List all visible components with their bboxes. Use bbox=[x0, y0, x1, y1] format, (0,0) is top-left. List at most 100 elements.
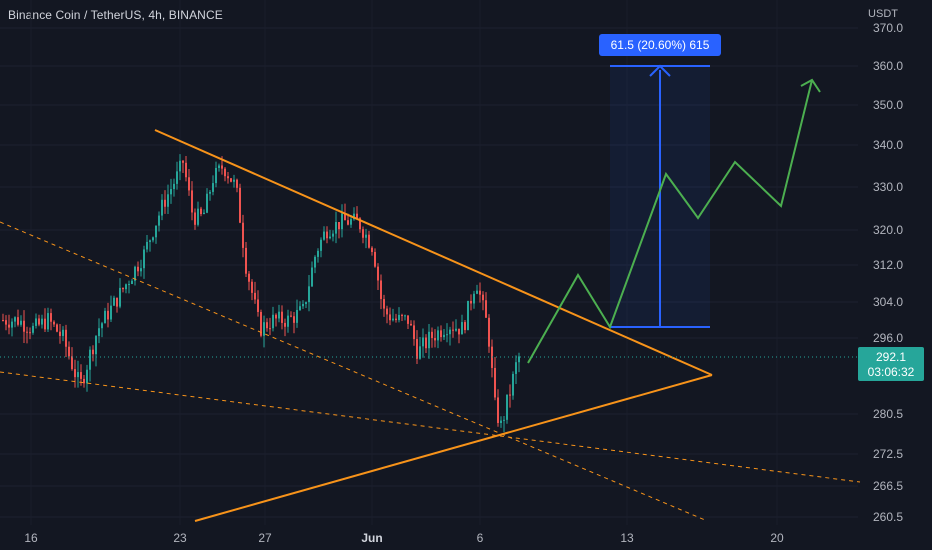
candle-body bbox=[515, 362, 517, 374]
candle-body bbox=[284, 322, 286, 327]
candle-body bbox=[392, 318, 394, 321]
candle-body bbox=[281, 311, 283, 323]
candle-body bbox=[125, 284, 127, 290]
candle-body bbox=[455, 328, 457, 331]
candle-body bbox=[242, 222, 244, 248]
candle-body bbox=[8, 324, 10, 328]
candle-body bbox=[437, 330, 439, 341]
candle-body bbox=[407, 315, 409, 324]
candle-body bbox=[245, 247, 247, 274]
candle-body bbox=[5, 320, 7, 325]
candle-body bbox=[80, 372, 82, 379]
candle-body bbox=[494, 367, 496, 398]
candle-body bbox=[239, 187, 241, 223]
candle-body bbox=[11, 321, 13, 328]
time-axis[interactable]: 16 23 27 Jun 6 13 20 bbox=[24, 531, 784, 545]
candle-body bbox=[416, 339, 418, 359]
candle-body bbox=[425, 337, 427, 349]
candle-body bbox=[287, 315, 289, 327]
candle-body bbox=[500, 420, 502, 423]
candle-body bbox=[206, 193, 208, 213]
candle-body bbox=[161, 199, 163, 216]
price-axis[interactable]: 260.5 266.5 272.5 280.5 296.0 304.0 312.0 320.0… bbox=[873, 21, 903, 524]
last-price-tag: 292.1 03:06:32 bbox=[858, 347, 924, 381]
candle-body bbox=[248, 273, 250, 282]
candle-body bbox=[449, 329, 451, 335]
candle-body bbox=[347, 220, 349, 225]
candle-body bbox=[266, 322, 268, 329]
candle-body bbox=[203, 212, 205, 215]
price-tick-label: 360.0 bbox=[873, 59, 903, 73]
candle-body bbox=[317, 250, 319, 257]
candle-body bbox=[440, 330, 442, 338]
time-tick-label: 23 bbox=[173, 531, 187, 545]
time-tick-label: Jun bbox=[361, 531, 382, 545]
candle-body bbox=[443, 334, 445, 338]
candle-body bbox=[398, 314, 400, 321]
candle-body bbox=[89, 349, 91, 370]
candle-body bbox=[191, 190, 193, 213]
candle-body bbox=[263, 322, 265, 336]
candle-body bbox=[479, 290, 481, 295]
price-tick-label: 280.5 bbox=[873, 407, 903, 421]
candle-body bbox=[155, 225, 157, 238]
candle-body bbox=[35, 318, 37, 326]
candle-body bbox=[47, 313, 49, 330]
candle-body bbox=[209, 191, 211, 194]
candle-body bbox=[56, 324, 58, 332]
candle-body bbox=[380, 280, 382, 300]
measure-label: 61.5 (20.60%) 615 bbox=[611, 38, 710, 52]
candle-body bbox=[101, 323, 103, 329]
price-tick-label: 350.0 bbox=[873, 98, 903, 112]
candle-body bbox=[461, 322, 463, 335]
candle-body bbox=[344, 213, 346, 221]
candle-body bbox=[113, 297, 115, 306]
time-tick-label: 13 bbox=[620, 531, 634, 545]
candle-body bbox=[122, 287, 124, 290]
candle-body bbox=[104, 310, 106, 324]
candle-body bbox=[236, 179, 238, 188]
candle-body bbox=[167, 194, 169, 207]
candle-body bbox=[401, 314, 403, 316]
candle-body bbox=[164, 199, 166, 207]
candle-body bbox=[254, 292, 256, 300]
candle-body bbox=[410, 323, 412, 326]
candle-body bbox=[128, 284, 130, 286]
candle-body bbox=[404, 315, 406, 317]
candle-body bbox=[488, 317, 490, 347]
candle-body bbox=[233, 179, 235, 182]
candle-body bbox=[53, 321, 55, 325]
candle-body bbox=[374, 251, 376, 267]
candle-body bbox=[338, 222, 340, 230]
triangle-pattern bbox=[154, 129, 713, 522]
candle-body bbox=[179, 160, 181, 172]
candlestick-series bbox=[2, 154, 520, 433]
candle-body bbox=[512, 373, 514, 396]
time-tick-label: 16 bbox=[24, 531, 38, 545]
candle-body bbox=[476, 290, 478, 294]
candle-body bbox=[227, 176, 229, 179]
triangle-upper-line bbox=[154, 129, 713, 376]
candle-body bbox=[92, 349, 94, 355]
price-tick-label: 266.5 bbox=[873, 479, 903, 493]
candle-body bbox=[503, 419, 505, 421]
candle-body bbox=[458, 328, 460, 335]
candle-body bbox=[275, 314, 277, 319]
price-tick-label: 260.5 bbox=[873, 510, 903, 524]
candle-body bbox=[62, 329, 64, 336]
candle-body bbox=[215, 167, 217, 184]
candle-body bbox=[119, 287, 121, 307]
candle-body bbox=[173, 183, 175, 190]
price-tick-label: 370.0 bbox=[873, 21, 903, 35]
candle-body bbox=[86, 369, 88, 384]
candle-body bbox=[308, 286, 310, 303]
projection-arrow-head bbox=[800, 78, 821, 93]
candle-body bbox=[23, 320, 25, 332]
candle-body bbox=[485, 300, 487, 318]
candle-body bbox=[350, 219, 352, 225]
measure-tool[interactable]: 61.5 (20.60%) 615 bbox=[599, 34, 721, 328]
candle-body bbox=[143, 249, 145, 269]
candle-body bbox=[422, 337, 424, 347]
price-tick-label: 330.0 bbox=[873, 180, 903, 194]
